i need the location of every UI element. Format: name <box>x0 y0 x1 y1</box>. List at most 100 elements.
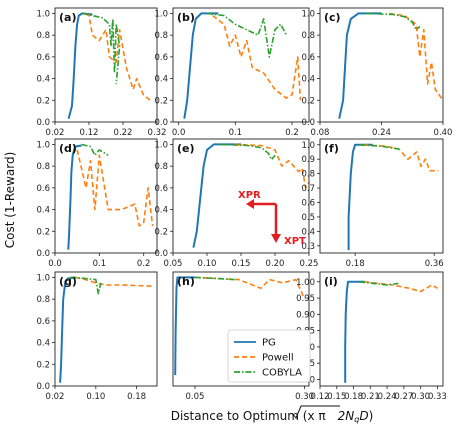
y-tick-label: 0.95 <box>296 294 315 304</box>
y-tick-label: 1.0 <box>154 9 168 19</box>
y-axis-label: Cost (1-Reward) <box>3 152 17 249</box>
panel-h: 0.05 0.30 (h) <box>172 271 314 402</box>
x-tick-label: 0.18 <box>346 259 365 269</box>
y-tick-label: 0.0 <box>154 118 168 128</box>
x-tick-label: 0.05 <box>164 259 183 269</box>
panel-label: (b) <box>177 11 195 24</box>
y-tick-label: 0.90 <box>296 310 315 320</box>
panel-frame <box>172 271 310 387</box>
panel-label: (a) <box>59 11 76 24</box>
series-line-cobyla <box>359 281 399 286</box>
y-tick-label: 1.0 <box>36 273 50 283</box>
series-line-powell <box>76 149 154 227</box>
y-tick-label: 0.4 <box>36 75 50 85</box>
x-tick-label: 0.30 <box>411 392 430 402</box>
y-tick-label: 0.5 <box>301 213 315 223</box>
panel-b: 0.0 0.1 0.2 0.0 0.2 0.4 0.6 0.8 1.0 (b) <box>154 7 310 138</box>
x-tick-label: 0.08 <box>311 128 330 138</box>
y-tick-label: 0.2 <box>36 96 50 106</box>
x-tick-label: 0.32 <box>148 128 167 138</box>
y-tick-label: 0.6 <box>36 53 50 63</box>
xpr-label: XPR <box>238 190 261 201</box>
xpr-arrow-head <box>246 199 254 209</box>
series-line-pg <box>67 144 82 250</box>
panel-frame <box>319 271 444 387</box>
panel-label: (e) <box>177 142 195 155</box>
x-tick-label: 0.33 <box>428 392 447 402</box>
legend-label-cobyla: COBYLA <box>262 368 302 379</box>
panel-g: 0.02 0.10 0.18 0.0 0.2 0.4 0.6 0.8 1.0 (g) <box>36 271 158 402</box>
panel-label: (f) <box>324 142 339 155</box>
x-tick-label: 0.12 <box>311 392 330 402</box>
x-tick-label: 0.30 <box>295 392 314 402</box>
annotation-group: XPR XPT <box>238 190 306 247</box>
x-tick-label: 0.1 <box>93 259 107 269</box>
y-tick-label: 0.0 <box>154 249 168 259</box>
y-tick-label: 0.0 <box>36 249 50 259</box>
y-tick-label: 0.8 <box>36 295 50 305</box>
panel-c: 0.08 0.24 0.40 0.0 0.2 0.4 0.6 0.8 1.0 (c) <box>301 7 452 138</box>
series-line-pg <box>347 143 373 251</box>
y-tick-label: 1.0 <box>36 9 50 19</box>
x-tick-label: 0.25 <box>300 259 319 269</box>
x-tick-label: 0.10 <box>198 259 217 269</box>
series-group <box>338 12 443 119</box>
series-line-powell <box>364 281 438 293</box>
panel-label: (c) <box>324 11 341 24</box>
panel-label: (g) <box>59 275 77 288</box>
y-tick-label: 0.6 <box>154 53 168 63</box>
series-line-powell <box>234 143 309 189</box>
x-tick-label: 0.15 <box>327 392 346 402</box>
y-tick-label: 0.4 <box>36 206 50 216</box>
series-group <box>59 276 152 383</box>
y-tick-label: 1.00 <box>296 278 315 288</box>
panel-i: 0.120.150.180.210.240.270.300.330.700.75… <box>296 271 447 402</box>
y-tick-label: 0.8 <box>36 31 50 41</box>
y-tick-label: 0.2 <box>154 227 168 237</box>
y-tick-label: 0.4 <box>301 227 315 237</box>
x-tick-label: 0.10 <box>86 392 105 402</box>
panel-label: (i) <box>324 275 338 288</box>
legend-box <box>227 329 311 383</box>
xpt-arrow-head <box>271 234 281 243</box>
series-line-pg <box>338 12 382 119</box>
series-line-powell <box>194 276 306 300</box>
y-tick-label: 0.2 <box>154 96 168 106</box>
x-tick-label: 0.24 <box>378 392 397 402</box>
x-axis-label-subscript: q <box>354 415 359 424</box>
y-tick-label: 0.2 <box>301 96 315 106</box>
xpt-label: XPT <box>284 236 306 247</box>
series-group <box>183 12 302 119</box>
series-line-pg <box>59 276 76 383</box>
x-axis-label-radicand-end: D <box>359 409 368 423</box>
series-group <box>174 276 306 376</box>
series-line-pg <box>344 280 365 383</box>
y-tick-label: 0.3 <box>301 242 315 252</box>
y-tick-label: 0.8 <box>301 170 315 180</box>
y-tick-label: 0.8 <box>36 162 50 172</box>
y-tick-label: 0.9 <box>301 155 315 165</box>
x-tick-label: 0.27 <box>394 392 413 402</box>
series-line-cobyla <box>82 12 121 85</box>
y-tick-label: 0.4 <box>154 75 168 85</box>
y-tick-label: 1.0 <box>36 140 50 150</box>
x-tick-label: 0.24 <box>372 128 391 138</box>
y-tick-label: 0.2 <box>36 227 50 237</box>
panel-e: 0.05 0.10 0.15 0.20 0.25 0.0 0.2 0.4 0.6 0.8 1.0 (e… <box>154 138 319 269</box>
series-line-powell <box>85 12 151 101</box>
x-tick-label: 0.02 <box>46 128 65 138</box>
x-tick-label: 0.21 <box>361 392 380 402</box>
series-line-pg <box>192 143 241 248</box>
panel-frame <box>319 138 444 254</box>
y-tick-label: 0.4 <box>154 206 168 216</box>
y-tick-label: 0.7 <box>301 184 315 194</box>
panel-label: (d) <box>59 142 77 155</box>
panel-a: 0.02 0.12 0.22 0.320.00.20.40.60.81.0 (a) <box>36 7 167 138</box>
series-group <box>192 143 309 248</box>
series-line-cobyla <box>220 143 276 161</box>
y-tick-label: 1.0 <box>301 141 315 151</box>
y-tick-label: 1.0 <box>154 140 168 150</box>
series-group <box>347 143 439 251</box>
y-tick-label: 0.6 <box>154 184 168 194</box>
